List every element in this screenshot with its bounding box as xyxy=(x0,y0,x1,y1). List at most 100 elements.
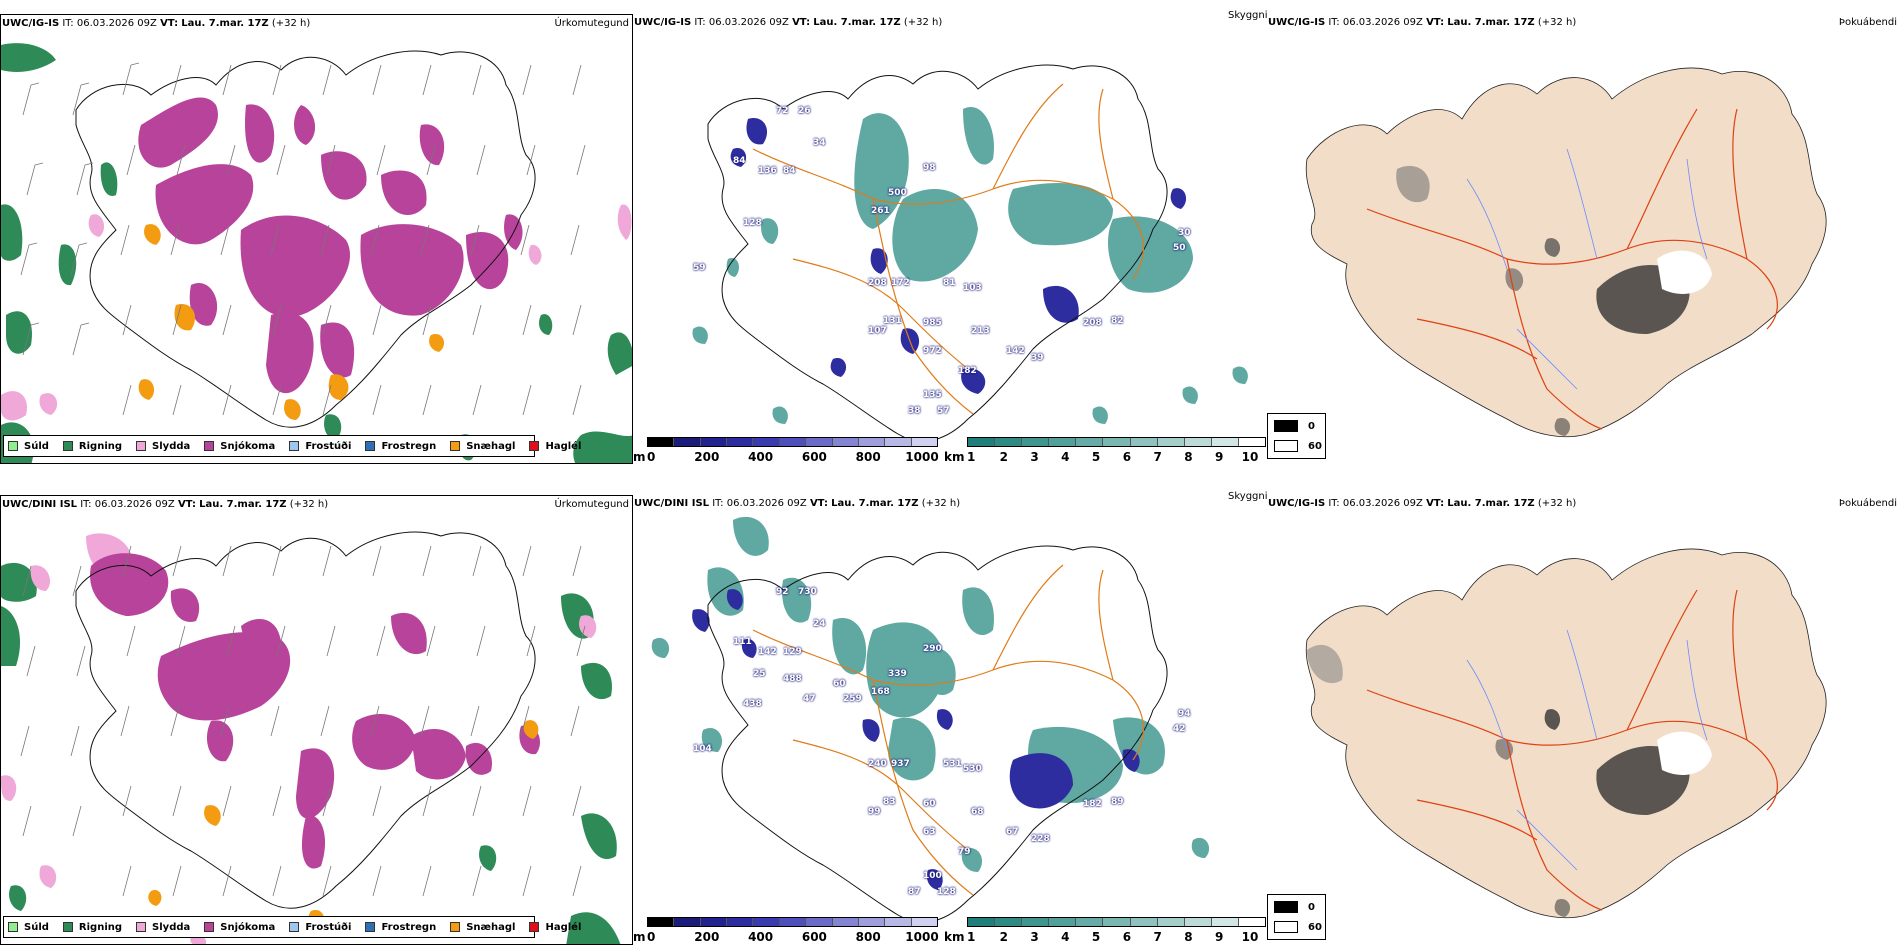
cloudbase-label: 290 xyxy=(923,644,942,654)
legend-item-1: Rigning xyxy=(62,922,122,933)
legend-item-2: Slydda xyxy=(136,922,190,933)
cloudbase-label: 87 xyxy=(908,887,921,897)
cloudbase-label: 129 xyxy=(783,647,802,657)
colorbar-tick: 9 xyxy=(1215,930,1224,944)
cloudbase-colorbar: m 0 200 400 600 800 1000 xyxy=(633,917,939,945)
colorbar-swatch xyxy=(995,438,1023,446)
colorbar-tick: 5 xyxy=(1091,450,1101,464)
road-network xyxy=(752,83,1144,415)
colorbar-swatch xyxy=(779,918,807,926)
colorbar-swatch xyxy=(753,438,780,446)
colorbar-swatch xyxy=(674,438,701,446)
wind-barbs xyxy=(20,62,586,416)
fog-map-top xyxy=(1305,67,1827,438)
panel-header: UWC/DINI ISL IT: 06.03.2026 09Z VT: Lau.… xyxy=(634,497,960,511)
cloudbase-label: 30 xyxy=(1178,228,1191,238)
fog-legend-swatch xyxy=(1274,440,1298,452)
fog-legend: 0 60 xyxy=(1267,894,1326,940)
colorbar-swatch xyxy=(911,438,937,446)
colorbar-swatch xyxy=(753,918,780,926)
cloudbase-label: 84 xyxy=(733,156,746,166)
cloudbase-label: 82 xyxy=(1111,316,1124,326)
low-cloudbase-areas xyxy=(692,589,1140,890)
low-visibility-areas xyxy=(692,107,1248,424)
cloudbase-label: 259 xyxy=(843,694,862,704)
colorbar-tick: 400 xyxy=(748,930,774,944)
colorbar-tick: 10 xyxy=(1241,930,1259,944)
lead-time: (+32 h) xyxy=(903,17,943,28)
legend-label: Súld xyxy=(24,440,49,452)
vt-label: VT: xyxy=(177,499,196,510)
legend-label: Frostúði xyxy=(305,921,352,933)
cloudbase-label: 98 xyxy=(923,163,936,173)
fog-road-network xyxy=(1366,589,1778,911)
colorbar-swatch xyxy=(727,918,754,926)
cloudbase-label: 168 xyxy=(871,687,890,697)
it-label: IT: xyxy=(1328,498,1340,509)
ptype-panel-bottom: UWC/DINI ISL IT: 06.03.2026 09Z VT: Lau.… xyxy=(0,495,633,945)
colorbar-swatch xyxy=(1103,918,1131,926)
cloudbase-label: 42 xyxy=(1173,724,1186,734)
colorbar-swatch xyxy=(1049,918,1077,926)
legend-swatch xyxy=(529,922,540,932)
cloudbase-label: 142 xyxy=(1006,346,1025,356)
fog-legend-label: 60 xyxy=(1308,921,1322,933)
cloudbase-label: 60 xyxy=(923,799,936,809)
ptype-snow-areas xyxy=(90,553,541,869)
cloudbase-label: 99 xyxy=(868,807,881,817)
lead-time: (+32 h) xyxy=(1537,498,1577,509)
model-name: UWC/DINI ISL xyxy=(634,498,710,509)
ptype-map-top xyxy=(1,43,632,463)
cloudbase-label: 142 xyxy=(758,647,777,657)
colorbar-tick: 1000 xyxy=(905,450,939,464)
colorbar-tick: 3 xyxy=(1030,930,1039,944)
vt-label: VT: xyxy=(809,498,828,509)
fog-legend-row: 0 xyxy=(1274,420,1315,432)
vt-value: Lau. 7.mar. 17Z xyxy=(1447,498,1535,509)
ptype-sleet-areas xyxy=(1,533,597,944)
it-value: 06.03.2026 09Z xyxy=(94,499,175,510)
legend-item-7: Haglél xyxy=(529,922,581,933)
colorbar-swatch xyxy=(1076,438,1104,446)
colorbar-swatch xyxy=(832,918,859,926)
fog-index-areas xyxy=(1307,644,1712,917)
cloudbase-label: 81 xyxy=(943,278,956,288)
panel-header: UWC/IG-IS IT: 06.03.2026 09Z VT: Lau. 7.… xyxy=(634,16,942,30)
cloudbase-label: 182 xyxy=(1083,799,1102,809)
colorbar-tick: 800 xyxy=(855,930,881,944)
colorbar-swatch xyxy=(832,438,859,446)
fog-legend-swatch xyxy=(1274,901,1298,913)
fog-road-network xyxy=(1366,108,1778,430)
cloudbase-label: 104 xyxy=(693,744,712,754)
colorbar-swatch xyxy=(1103,438,1131,446)
colorbar-swatch xyxy=(806,918,833,926)
legend-swatch xyxy=(365,922,376,932)
cloudbase-label: 240 xyxy=(868,759,887,769)
colorbar-tick: 2 xyxy=(999,930,1008,944)
colorbar-swatch xyxy=(1157,438,1185,446)
legend-swatch xyxy=(365,441,376,451)
colorbar-swatch xyxy=(911,918,937,926)
cloudbase-label: 530 xyxy=(963,764,982,774)
colorbar-tick: 3 xyxy=(1030,450,1039,464)
legend-item-0: Súld xyxy=(8,441,49,452)
ptype-panel-top: UWC/IG-IS IT: 06.03.2026 09Z VT: Lau. 7.… xyxy=(0,14,633,464)
legend-label: Haglél xyxy=(545,440,582,452)
cloudbase-label: 500 xyxy=(888,188,907,198)
colorbar-unit: m xyxy=(633,930,646,944)
cloudbase-label: 26 xyxy=(798,106,811,116)
colorbar-tick: 0 xyxy=(647,450,656,464)
wind-barbs xyxy=(20,545,586,897)
cloudbase-label: 60 xyxy=(833,679,846,689)
fog-legend-row: 60 xyxy=(1274,921,1322,933)
colorbar-tick: 6 xyxy=(1122,450,1132,464)
it-value: 06.03.2026 09Z xyxy=(76,18,157,29)
cloudbase-label: 25 xyxy=(753,669,766,679)
colorbar-swatch xyxy=(995,918,1023,926)
it-label: IT: xyxy=(694,17,706,28)
fog-legend-label: 60 xyxy=(1308,440,1322,452)
legend-swatch xyxy=(8,441,18,451)
colorbar-swatch xyxy=(727,438,754,446)
legend-swatch xyxy=(8,922,18,932)
vt-label: VT: xyxy=(792,17,811,28)
